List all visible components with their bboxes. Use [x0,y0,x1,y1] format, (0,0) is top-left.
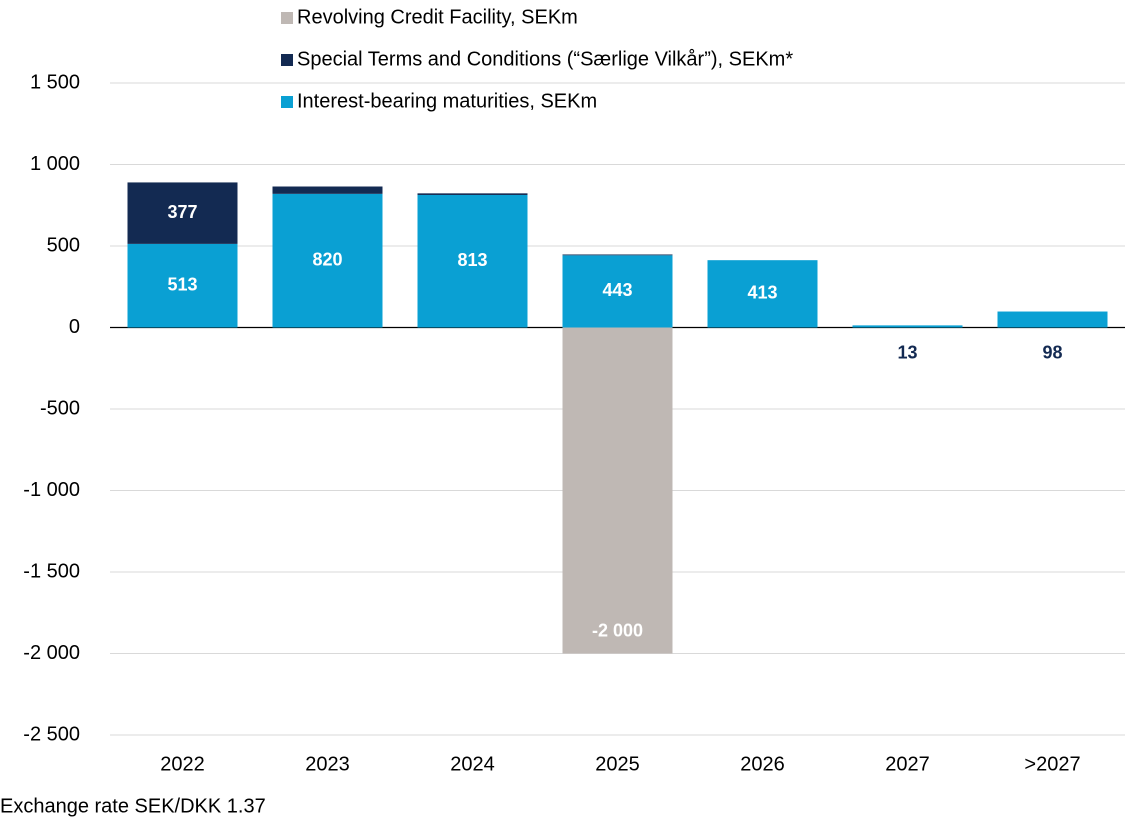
y-tick-label: -1 000 [23,479,80,501]
x-tick-label: 2023 [305,753,350,775]
bar-segment [127,182,238,244]
legend-label: Revolving Credit Facility, SEKm [297,6,578,28]
y-tick-label: 0 [69,316,80,338]
bar-segment [417,194,528,328]
bar-segment [417,193,528,195]
bar-segment [562,255,673,328]
data-label: 820 [312,249,342,269]
data-label: 813 [457,250,487,270]
x-tick-label: >2027 [1024,753,1080,775]
bar-segment [272,193,383,328]
legend-swatch [281,96,293,108]
data-label: 413 [747,283,777,303]
bar-segment [997,311,1108,328]
x-tick-label: 2025 [595,753,640,775]
data-label: 377 [167,202,197,222]
bar-segment [272,186,383,194]
data-label: 13 [897,342,917,362]
x-tick-label: 2024 [450,753,495,775]
bar-segment [562,327,673,654]
y-tick-label: 500 [47,234,80,256]
bar-segment [707,260,818,328]
data-label: 443 [602,280,632,300]
y-tick-label: -500 [40,397,80,419]
data-label: 98 [1042,342,1062,362]
x-tick-label: 2026 [740,753,785,775]
legend-label: Interest-bearing maturities, SEKm [297,90,597,112]
legend-swatch [281,54,293,66]
bar-segment [852,325,963,328]
y-tick-label: 1 000 [30,153,80,175]
data-label: 513 [167,274,197,294]
bar-segment [562,254,673,256]
y-tick-label: -1 500 [23,560,80,582]
legend-swatch [281,12,293,24]
x-tick-label: 2022 [160,753,205,775]
x-tick-label: 2027 [885,753,930,775]
y-tick-label: -2 500 [23,723,80,745]
y-tick-label: 1 500 [30,71,80,93]
bar-segment [127,243,238,328]
y-tick-label: -2 000 [23,642,80,664]
legend-label: Special Terms and Conditions (“Særlige V… [297,48,793,70]
note: Exchange rate SEK/DKK 1.37 [0,795,266,817]
data-label: -2 000 [592,620,643,640]
